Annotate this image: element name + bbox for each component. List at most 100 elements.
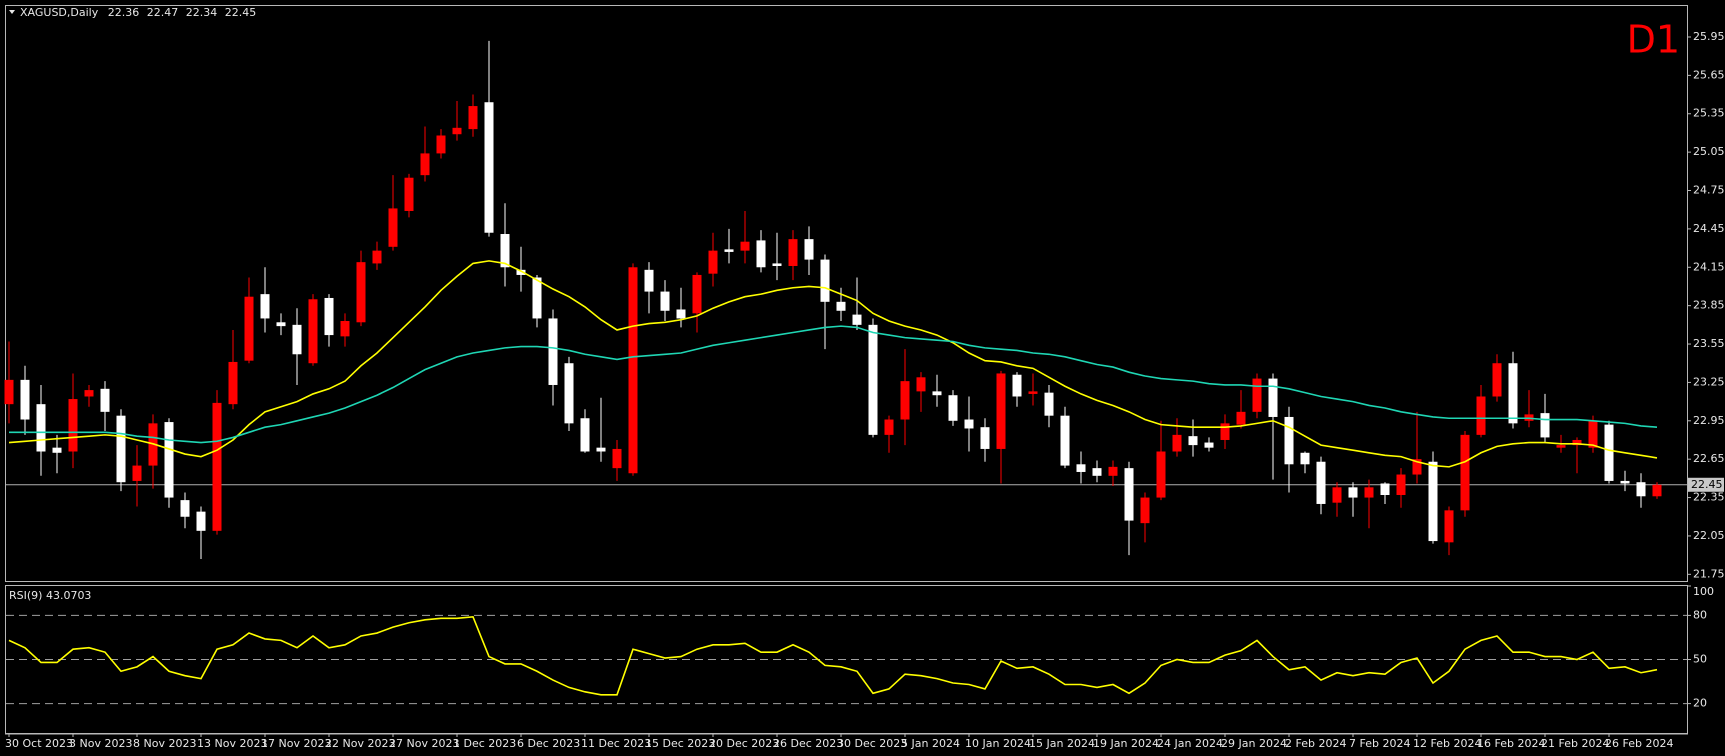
header-open: 22.36: [108, 6, 140, 19]
moving-average-line: [8, 260, 1658, 468]
candle-body: [1156, 451, 1166, 498]
candle-body: [1076, 464, 1086, 472]
header-close: 22.45: [225, 6, 257, 19]
candle-body: [276, 322, 286, 327]
candle-body: [804, 239, 814, 260]
candle-body: [1604, 424, 1614, 481]
candle-body: [372, 250, 382, 264]
moving-average-line: [9, 325, 1658, 444]
candle-body: [340, 321, 350, 337]
y-tick-label: 22.35: [1693, 491, 1725, 504]
candle-body: [548, 318, 558, 385]
candle-body: [1124, 468, 1134, 521]
candle-body: [580, 418, 590, 452]
candle-body: [916, 377, 926, 392]
candle-body: [500, 234, 510, 268]
candle-body: [1316, 461, 1326, 504]
candle-body: [420, 153, 430, 176]
candle-body: [756, 240, 766, 268]
candle-body: [1188, 436, 1198, 446]
x-tick-label: 11 Dec 2023: [581, 737, 651, 750]
candle-body: [1236, 411, 1246, 425]
candle-body: [660, 291, 670, 311]
y-tick-label: 25.35: [1693, 107, 1725, 120]
candle-body: [212, 402, 222, 531]
x-tick-label: 15 Jan 2024: [1029, 737, 1095, 750]
candle-body: [708, 250, 718, 274]
candle-body: [1556, 445, 1566, 448]
candle-body: [132, 465, 142, 481]
candle-body: [1140, 497, 1150, 524]
candle-body: [1380, 483, 1390, 496]
price-panel: [5, 5, 1688, 582]
candle-body: [1204, 442, 1214, 448]
candle-body: [1652, 484, 1662, 497]
x-tick-label: 1 Dec 2023: [453, 737, 516, 750]
candle-body: [532, 277, 542, 319]
candle-body: [1092, 468, 1102, 476]
candle-body: [724, 249, 734, 252]
candle-body: [772, 263, 782, 266]
candle-body: [84, 390, 94, 397]
x-tick-label: 26 Dec 2023: [773, 737, 843, 750]
menu-triangle: [9, 10, 15, 14]
candle-body: [1364, 487, 1374, 498]
x-tick-label: 5 Jan 2024: [901, 737, 960, 750]
candle-body: [628, 267, 638, 474]
candle-body: [964, 419, 974, 429]
candle-body: [468, 106, 478, 130]
x-tick-label: 8 Nov 2023: [133, 737, 196, 750]
x-tick-label: 30 Oct 2023: [5, 737, 73, 750]
candle-body: [68, 399, 78, 452]
candle-body: [1268, 378, 1278, 417]
candle-body: [1572, 439, 1582, 446]
x-tick-label: 7 Feb 2024: [1349, 737, 1410, 750]
candle-body: [612, 448, 622, 469]
candle-body: [52, 447, 62, 453]
candle-body: [1588, 420, 1598, 448]
x-tick-label: 17 Nov 2023: [261, 737, 331, 750]
x-tick-label: 6 Dec 2023: [517, 737, 580, 750]
y-tick-label: 24.75: [1693, 184, 1725, 197]
candle-body: [596, 447, 606, 452]
candle-body: [324, 297, 334, 336]
candle-body: [644, 269, 654, 292]
candle-body: [260, 294, 270, 319]
indicator-tick-label: 100: [1693, 585, 1714, 598]
chart-title: XAGUSD,Daily: [20, 6, 99, 19]
y-tick-label: 23.85: [1693, 299, 1725, 312]
candle-body: [164, 422, 174, 498]
x-tick-label: 15 Dec 2023: [645, 737, 715, 750]
candle-body: [308, 299, 318, 364]
x-tick-label: 12 Feb 2024: [1413, 737, 1481, 750]
candle-body: [1620, 480, 1630, 484]
indicator-tick-label: 50: [1693, 653, 1707, 666]
candle-body: [4, 379, 14, 405]
y-tick-label: 22.05: [1693, 529, 1725, 542]
candle-body: [1492, 363, 1502, 397]
candle-body: [1012, 374, 1022, 397]
x-tick-label: 13 Nov 2023: [197, 737, 267, 750]
candle-body: [980, 427, 990, 449]
candle-body: [1028, 391, 1038, 394]
candle-body: [1428, 461, 1438, 542]
indicator-line: [8, 616, 1658, 696]
x-tick-label: 24 Jan 2024: [1157, 737, 1223, 750]
candle-body: [868, 324, 878, 435]
candle-body: [1412, 459, 1422, 475]
y-tick-label: 22.95: [1693, 414, 1725, 427]
y-tick-label: 25.65: [1693, 68, 1725, 81]
x-tick-label: 3 Nov 2023: [69, 737, 132, 750]
y-tick-label: 25.05: [1693, 145, 1725, 158]
x-tick-label: 10 Jan 2024: [965, 737, 1031, 750]
x-tick-label: 16 Feb 2024: [1477, 737, 1545, 750]
x-tick-label: 27 Nov 2023: [389, 737, 459, 750]
x-tick-label: 26 Feb 2024: [1605, 737, 1673, 750]
candle-body: [740, 241, 750, 251]
candle-body: [1252, 378, 1262, 412]
candle-body: [884, 419, 894, 435]
candle-body: [292, 324, 302, 355]
candle-body: [1476, 396, 1486, 435]
